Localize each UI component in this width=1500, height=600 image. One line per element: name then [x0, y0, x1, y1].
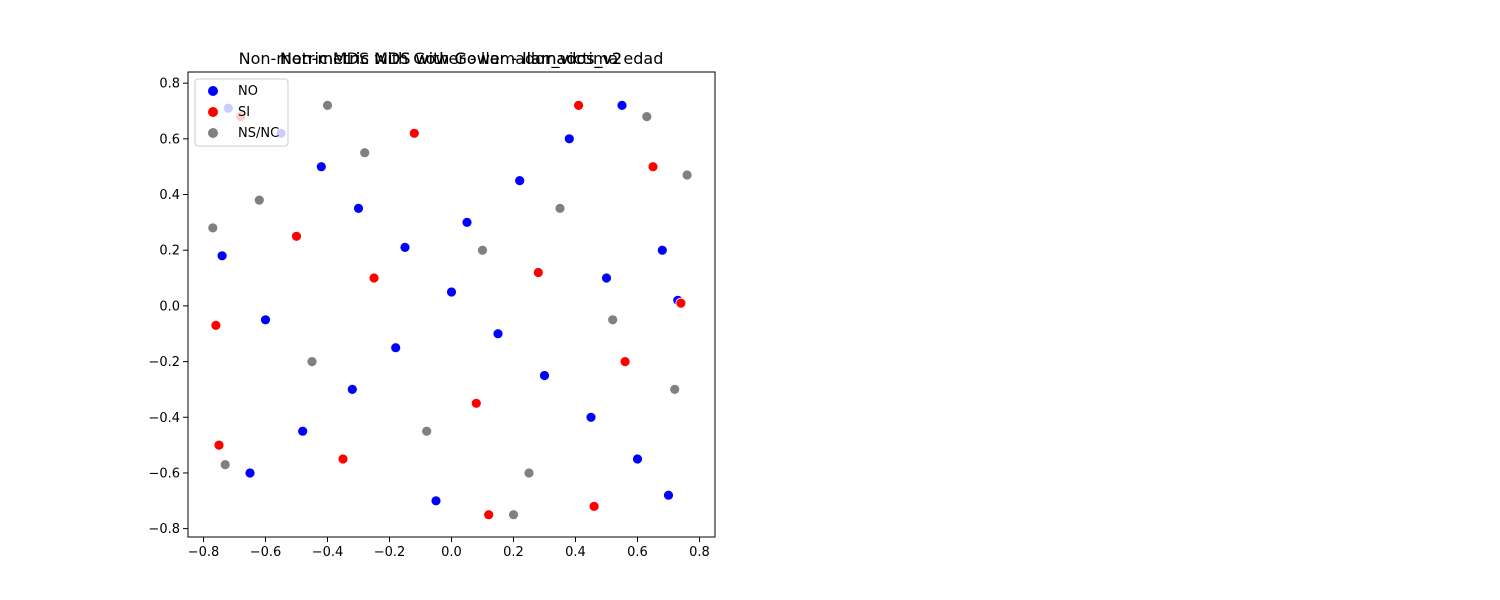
- point-ns-nc-4: [359, 147, 371, 159]
- point-no-18: [616, 100, 628, 111]
- point-ns-nc-0: [207, 222, 219, 234]
- point-no-10: [663, 489, 674, 501]
- point-no-22: [260, 314, 271, 326]
- point-si-5: [408, 127, 420, 139]
- y-tick-label-1: −0.6: [148, 466, 180, 481]
- chart-title-overlap-2: Non-metric MDS with Gower - llamados_v2: [280, 49, 622, 69]
- point-ns-nc-2: [253, 194, 265, 206]
- point-si-0: [210, 319, 222, 331]
- x-tick-label-2: −0.4: [312, 545, 344, 560]
- x-tick-label-3: −0.2: [374, 545, 406, 560]
- point-no-4: [399, 241, 411, 253]
- y-axis: −0.8 −0.6 −0.4 −0.2 0.0 0.2 0.4 0.6 0.8: [148, 77, 188, 537]
- x-axis: −0.8 −0.6 −0.4 −0.2 0.0 0.2 0.4 0.6 0.8: [188, 537, 710, 560]
- point-ns-nc-14: [322, 100, 333, 111]
- point-si-12: [483, 509, 495, 521]
- point-si-9: [619, 356, 631, 368]
- x-tick-label-0: −0.8: [188, 545, 220, 560]
- point-no-23: [601, 272, 612, 284]
- y-tick-label-4: 0.0: [159, 299, 180, 314]
- point-ns-nc-3: [306, 356, 318, 368]
- point-no-11: [244, 467, 256, 479]
- point-ns-nc-7: [523, 467, 535, 479]
- legend-box: [194, 78, 289, 147]
- y-tick-label-8: 0.8: [159, 77, 180, 92]
- point-no-5: [446, 286, 457, 298]
- point-no-8: [585, 411, 597, 423]
- point-si-3: [291, 230, 302, 242]
- x-tick-label-5: 0.2: [503, 545, 524, 560]
- legend: NO SI NS/NC: [194, 78, 289, 147]
- point-si-6: [470, 397, 482, 409]
- point-no-15: [461, 216, 473, 228]
- point-no-12: [297, 425, 309, 437]
- x-tick-label-8: 0.8: [689, 545, 710, 560]
- point-no-16: [514, 175, 526, 187]
- point-ns-nc-12: [681, 169, 693, 181]
- point-si-1: [213, 439, 225, 451]
- x-tick-label-6: 0.4: [565, 545, 586, 560]
- y-tick-label-3: −0.2: [148, 355, 180, 370]
- x-tick-label-1: −0.6: [250, 545, 282, 560]
- point-no-6: [492, 328, 504, 340]
- legend-marker-no: [208, 86, 218, 96]
- legend-label-si: SI: [238, 105, 250, 120]
- x-tick-label-4: 0.0: [441, 545, 462, 560]
- point-no-7: [539, 370, 550, 381]
- point-ns-nc-8: [554, 202, 566, 214]
- point-no-19: [656, 244, 668, 256]
- y-tick-label-7: 0.6: [159, 132, 180, 147]
- point-si-7: [532, 267, 544, 278]
- y-tick-label-0: −0.8: [148, 522, 180, 537]
- legend-marker-nsnc: [208, 128, 218, 138]
- point-no-13: [346, 383, 358, 395]
- point-no-24: [430, 495, 442, 507]
- scatter-points: [207, 100, 693, 521]
- y-tick-label-5: 0.2: [159, 244, 180, 259]
- y-tick-label-6: 0.4: [159, 188, 180, 203]
- point-no-3: [353, 202, 364, 214]
- point-ns-nc-9: [607, 314, 619, 326]
- point-si-10: [647, 161, 659, 173]
- y-tick-label-2: −0.4: [148, 411, 180, 426]
- point-ns-nc-1: [219, 459, 231, 471]
- point-si-4: [337, 453, 349, 465]
- point-no-9: [632, 453, 643, 465]
- legend-label-nsnc: NS/NC: [238, 126, 279, 141]
- point-no-14: [390, 342, 402, 354]
- point-ns-nc-6: [477, 244, 488, 256]
- point-ns-nc-5: [421, 425, 433, 437]
- chart-title-overlap: Non-metric MDS with Gower - llamados_v2: [280, 49, 622, 69]
- point-si-14: [368, 272, 380, 284]
- point-ns-nc-11: [669, 383, 681, 395]
- legend-label-no: NO: [238, 84, 258, 99]
- point-si-8: [573, 100, 584, 111]
- point-ns-nc-13: [508, 509, 519, 521]
- point-ns-nc-10: [641, 111, 653, 122]
- chart-title: Non-metric MDS with Gower - llamador_vic…: [239, 49, 664, 69]
- point-si-13: [588, 500, 600, 512]
- x-tick-label-7: 0.6: [627, 545, 648, 560]
- point-no-2: [315, 161, 327, 173]
- point-si-11: [675, 297, 687, 309]
- plot-area: [188, 72, 715, 537]
- point-no-17: [563, 133, 575, 145]
- legend-marker-si: [208, 107, 218, 117]
- point-no-21: [216, 250, 228, 262]
